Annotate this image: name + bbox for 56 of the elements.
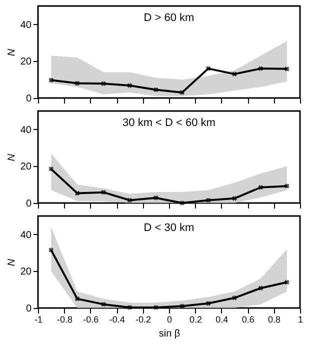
annotation: D > 60 km [144,12,194,24]
x-tick-label: -0.6 [83,314,99,324]
point [127,304,132,310]
point [153,304,158,310]
x-tick-label: 0.4 [216,314,228,324]
point [206,66,211,72]
x-tick-label: 0.6 [242,314,254,324]
point [180,200,185,206]
point [48,166,54,172]
point [284,184,290,189]
x-tick-label: 0 [166,314,172,324]
point [206,198,211,203]
y-axis-title: N [6,153,18,162]
x-tick-label: -0.4 [109,314,125,324]
x-tick-label: 0.2 [189,314,202,324]
point [153,195,158,200]
point [180,90,185,95]
point [258,286,264,291]
point [48,248,54,253]
x-tick-label: -0.8 [56,314,72,324]
point [48,78,54,83]
y-tick-label: 20 [20,56,32,68]
y-axis-title: N [6,48,18,56]
point [206,300,211,306]
y-tick-label: 20 [20,162,32,173]
point [232,72,237,77]
point [101,81,106,86]
point [74,296,80,302]
point [153,87,158,92]
point [127,83,132,88]
point [258,184,264,190]
point [232,295,237,300]
y-tick-label: 40 [20,230,32,241]
y-tick-label: 0 [26,94,32,104]
annotation: D < 30 km [144,222,194,234]
y-tick-label: 40 [20,124,32,136]
x-tick-label: 0.8 [268,314,281,324]
point [127,198,132,203]
point [258,66,264,72]
y-tick-label: 0 [26,304,32,314]
point [74,80,80,86]
point [232,196,237,201]
y-tick-label: 40 [20,20,32,31]
x-axis-title: sin β [158,328,180,340]
x-tick-label: -0.2 [136,314,152,324]
y-tick-label: 20 [20,266,32,278]
x-tick-label: -1 [34,314,43,324]
point [180,304,185,309]
point [284,66,290,72]
y-axis-title: N [6,258,18,266]
annotation: 30 km < D < 60 km [122,117,216,129]
point [101,302,106,307]
point [101,190,106,195]
x-tick-label: 1 [298,314,304,324]
y-tick-label: 0 [26,198,32,210]
point [284,280,290,285]
